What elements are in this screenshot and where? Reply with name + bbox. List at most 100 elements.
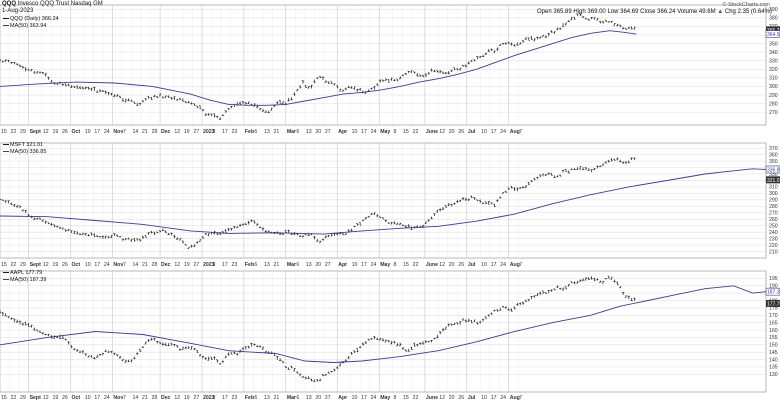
x-tick-label: 15 — [403, 262, 409, 268]
x-tick-label: Dec — [161, 262, 171, 268]
x-tick-label: 17 — [222, 395, 228, 400]
x-tick-label: 10 — [85, 129, 91, 135]
y-tick-label: 170 — [769, 313, 778, 319]
y-tick-label: 220 — [769, 243, 778, 249]
x-tick-label: 26 — [458, 262, 464, 268]
close-label: Close — [640, 9, 656, 15]
x-tick-label: 13 — [264, 262, 270, 268]
x-tick-label: 27 — [193, 395, 199, 400]
open-value: 365.89 — [553, 9, 572, 15]
last-price-label-aapl: 177.79 — [767, 301, 780, 307]
legend-qqq: QQQ (Daily) 366.24 MA(50) 363.94 — [3, 16, 59, 30]
x-tick-label: 7 — [519, 262, 522, 268]
x-tick-label: 14 — [132, 129, 138, 135]
y-tick-label: 310 — [769, 76, 778, 82]
y-tick-label: 270 — [769, 110, 778, 116]
legend-qqq-price: QQQ (Daily) 366.24 — [3, 16, 59, 23]
x-tick-label: Nov — [113, 262, 123, 268]
x-tick-label: 7 — [519, 395, 522, 400]
legend-qqq-ma-text: MA(50) 363.94 — [10, 23, 47, 29]
x-tick-label: 26 — [62, 395, 68, 400]
exchange-label: Nasdaq GM — [70, 1, 103, 7]
y-tick-label: 280 — [769, 101, 778, 107]
x-tick-label: May — [380, 395, 390, 400]
x-tick-label: June — [426, 129, 438, 135]
x-tick-label: 26 — [62, 262, 68, 268]
x-tick-label: Sept — [30, 262, 42, 268]
x-tick-label: 27 — [325, 262, 331, 268]
x-tick-label: 28 — [152, 129, 158, 135]
open-label: Open — [537, 9, 552, 15]
y-tick-label: 175 — [769, 306, 778, 312]
y-tick-label: 150 — [769, 343, 778, 349]
x-tick-label: 27 — [193, 129, 199, 135]
x-tick-label: 17 — [94, 395, 100, 400]
x-tick-label: Oct — [72, 262, 81, 268]
x-tick-label: 22 — [413, 129, 419, 135]
x-tick-label: 8 — [394, 129, 397, 135]
y-tick-label: 290 — [769, 93, 778, 99]
x-tick-label: 17 — [361, 395, 367, 400]
x-tick-label: 2023 — [203, 395, 215, 400]
x-tick-label: Feb — [245, 395, 254, 400]
x-tick-label: Jul — [468, 129, 476, 135]
legend-msft-price-text: MSFT 321.01 — [10, 142, 44, 148]
x-tick-label: Nov — [113, 129, 123, 135]
x-tick-label: 10 — [352, 262, 358, 268]
last-price-box-qqq — [766, 26, 780, 34]
ma50-line-aapl — [0, 285, 767, 363]
panel-frame-msft — [0, 142, 767, 259]
y-tick-label: 350 — [769, 41, 778, 47]
y-tick-label: 195 — [769, 276, 778, 282]
x-tick-label: Mar — [287, 395, 296, 400]
x-tick-label: 13 — [264, 395, 270, 400]
x-tick-label: 23 — [232, 129, 238, 135]
low-value: 364.69 — [620, 9, 639, 15]
x-tick-label: 9 — [213, 129, 216, 135]
x-tick-label: Nov — [113, 395, 123, 400]
x-tick-label: June — [426, 395, 438, 400]
change-arrow-icon: ▲ — [717, 9, 724, 15]
x-tick-label: 17 — [491, 395, 497, 400]
y-tick-label: 160 — [769, 328, 778, 334]
x-tick-label: Apr — [338, 129, 347, 135]
x-tick-label: 20 — [449, 395, 455, 400]
y-tick-label: 290 — [769, 198, 778, 204]
x-tick-label: 9 — [213, 395, 216, 400]
high-value: 369.00 — [587, 9, 606, 15]
x-tick-label: 17 — [361, 129, 367, 135]
x-tick-label: 7 — [123, 129, 126, 135]
x-tick-label: Feb — [245, 129, 254, 135]
x-tick-label: 13 — [306, 395, 312, 400]
x-tick-label: June — [426, 262, 438, 268]
x-tick-label: 8 — [394, 262, 397, 268]
y-tick-label: 320 — [769, 67, 778, 73]
x-tick-label: 12 — [174, 129, 180, 135]
x-tick-label: 17 — [361, 262, 367, 268]
x-tick-label: Jul — [468, 395, 476, 400]
y-tick-label: 300 — [769, 191, 778, 197]
x-tick-label: 19 — [184, 395, 190, 400]
x-tick-label: Apr — [338, 262, 347, 268]
legend-msft-ma-text: MA(50) 336.85 — [10, 149, 47, 155]
close-value: 366.24 — [657, 9, 676, 15]
x-tick-label: Apr — [338, 395, 347, 400]
x-tick-label: 2023 — [203, 129, 215, 135]
x-tick-label: 14 — [132, 395, 138, 400]
x-tick-label: 2023 — [203, 262, 215, 268]
y-tick-label: 190 — [769, 284, 778, 290]
x-tick-label: 12 — [174, 262, 180, 268]
legend-qqq-price-text: QQQ (Daily) 366.24 — [10, 16, 59, 22]
x-tick-label: 17 — [94, 129, 100, 135]
last-price-box-msft — [766, 176, 780, 184]
x-tick-label: Mar — [287, 262, 296, 268]
x-tick-label: Dec — [161, 395, 171, 400]
x-tick-label: 22 — [11, 262, 17, 268]
x-tick-label: 29 — [20, 395, 26, 400]
x-tick-label: Jul — [468, 262, 476, 268]
x-tick-label: Feb — [245, 262, 254, 268]
x-tick-label: Oct — [72, 395, 81, 400]
x-tick-label: 20 — [315, 262, 321, 268]
y-tick-label: 380 — [769, 16, 778, 22]
